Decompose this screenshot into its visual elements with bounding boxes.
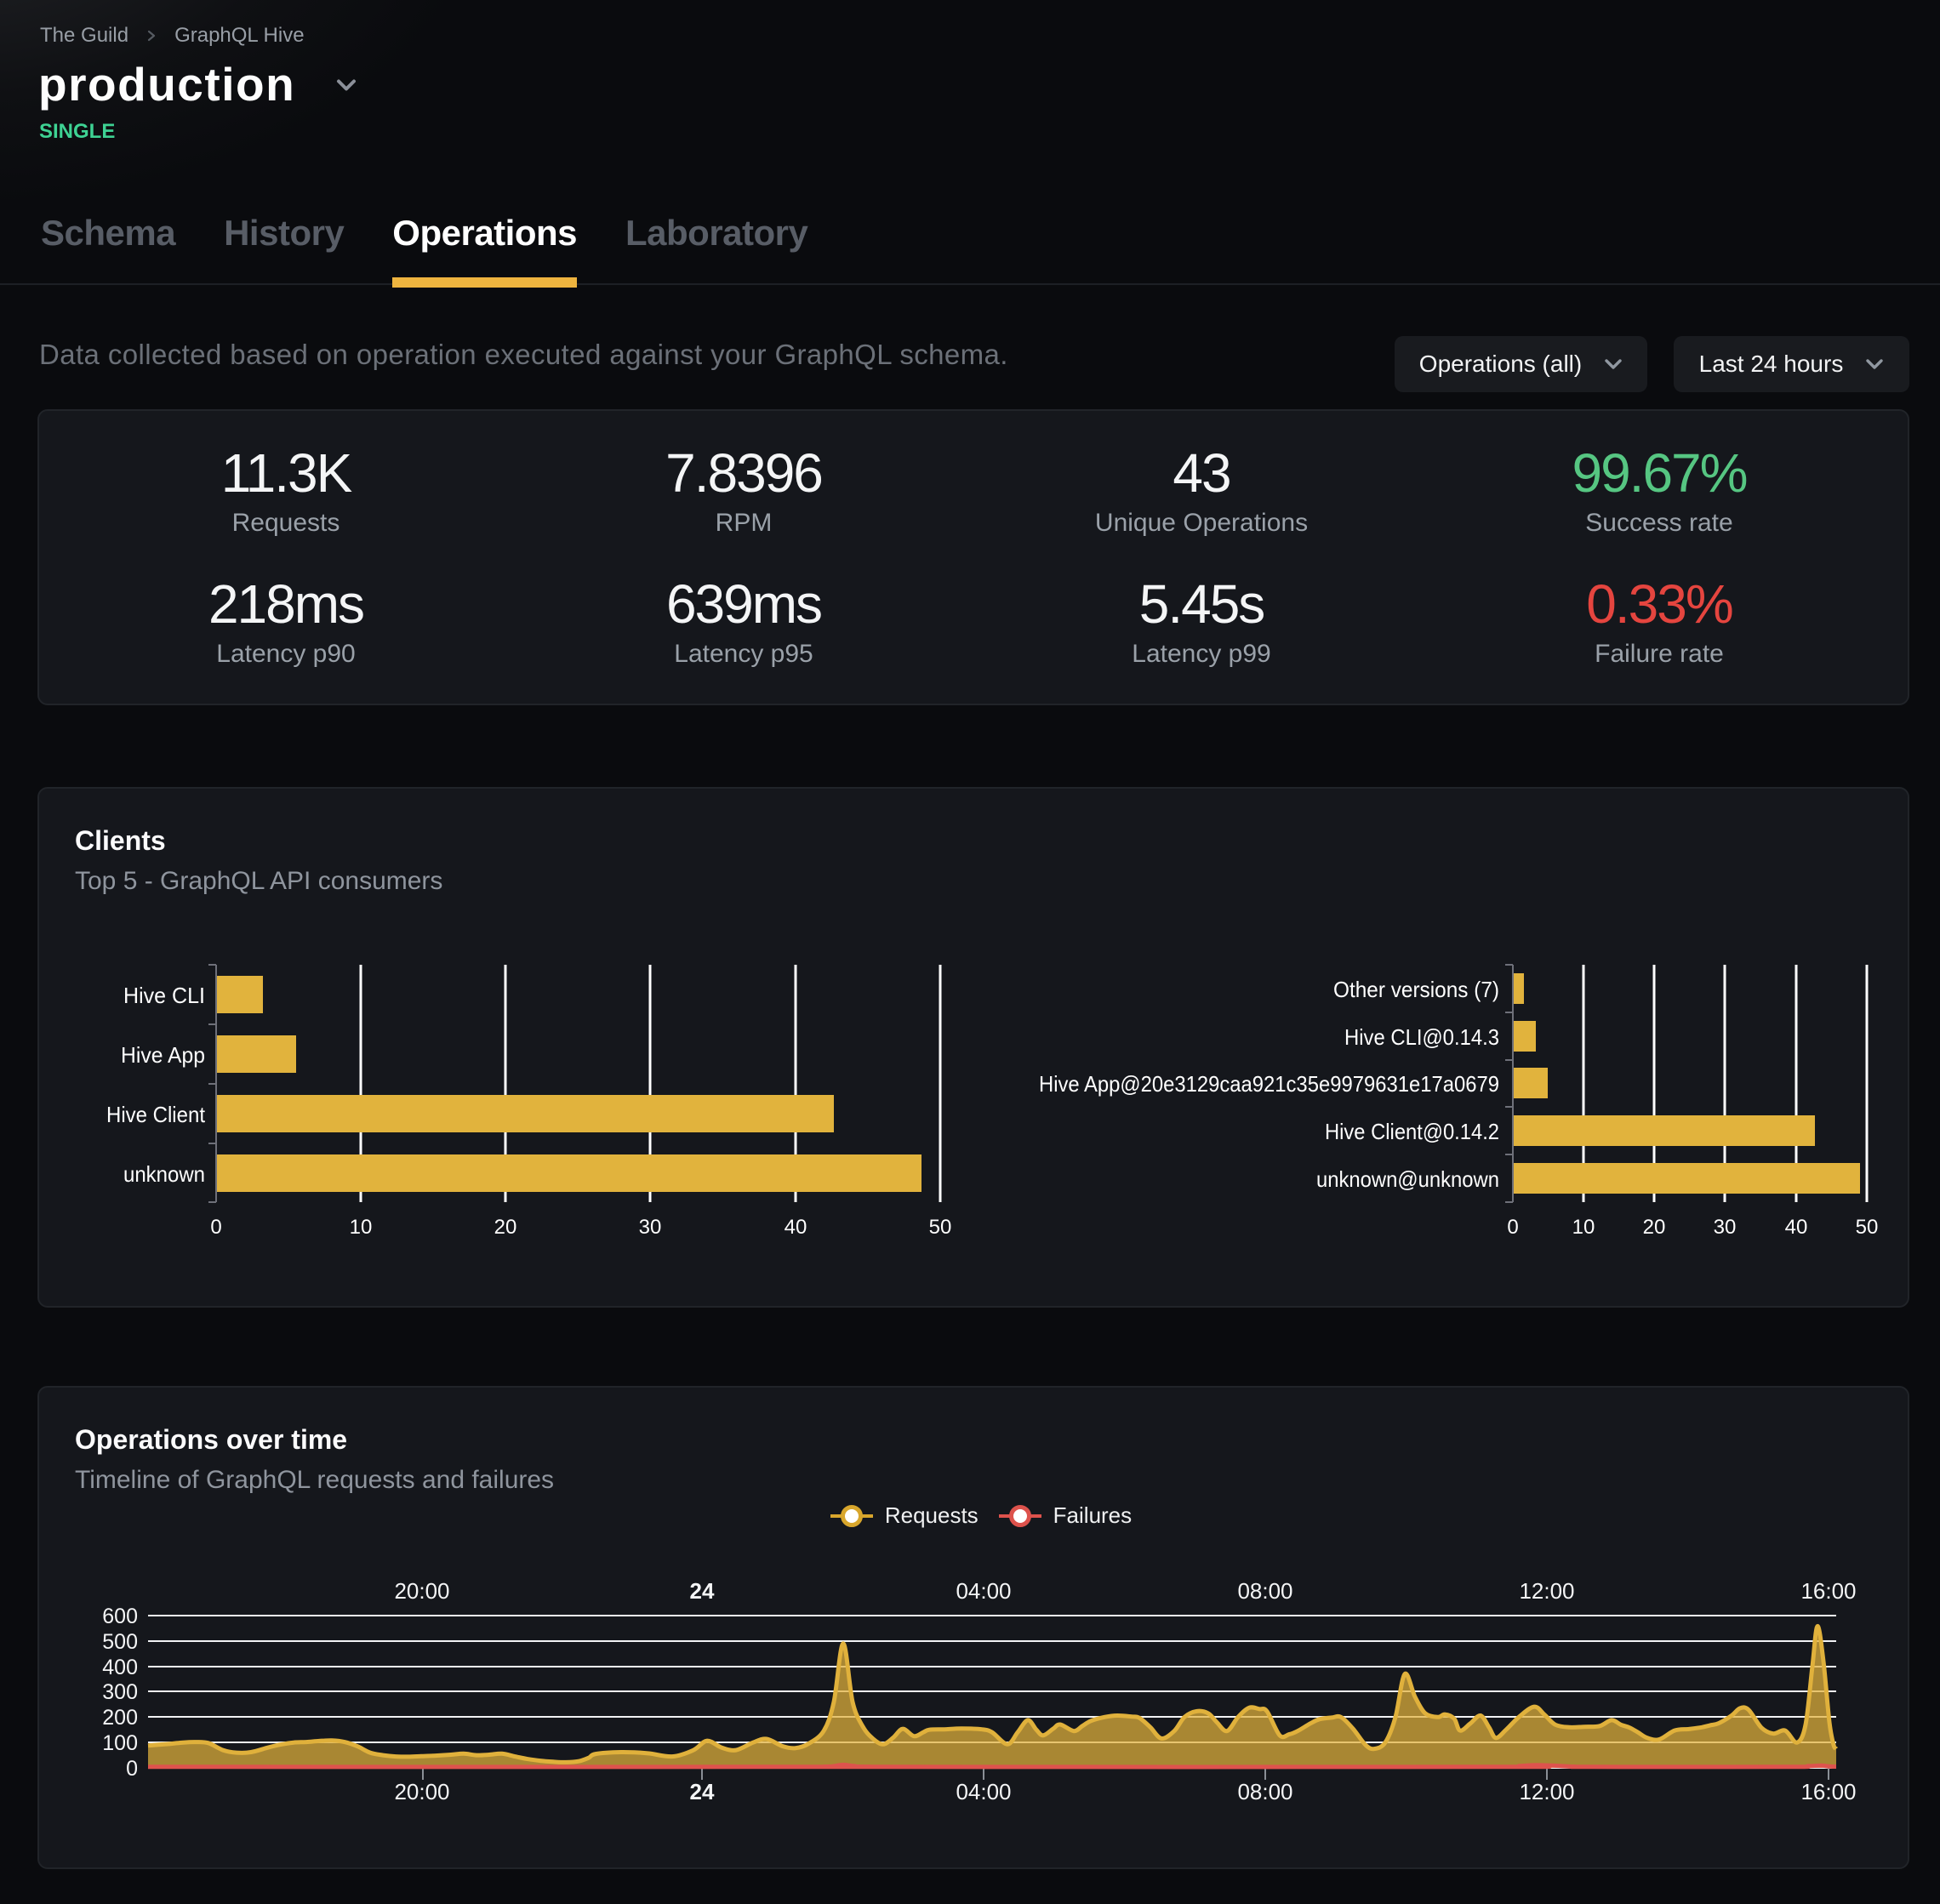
svg-text:20: 20 [1643, 1216, 1666, 1239]
svg-text:600: 600 [102, 1605, 138, 1628]
svg-text:200: 200 [102, 1706, 138, 1730]
svg-text:20:00: 20:00 [394, 1578, 449, 1604]
svg-text:24: 24 [690, 1779, 715, 1804]
svg-text:Other versions (7): Other versions (7) [1333, 977, 1499, 1002]
svg-text:30: 30 [639, 1216, 662, 1239]
svg-text:50: 50 [1856, 1216, 1879, 1239]
svg-text:16:00: 16:00 [1800, 1779, 1856, 1804]
svg-text:30: 30 [1714, 1216, 1737, 1239]
svg-text:12:00: 12:00 [1519, 1779, 1574, 1804]
svg-text:0: 0 [210, 1216, 221, 1239]
svg-text:Hive Client: Hive Client [106, 1102, 206, 1127]
svg-text:40: 40 [785, 1216, 807, 1239]
svg-text:0: 0 [1507, 1216, 1518, 1239]
svg-text:unknown: unknown [123, 1161, 205, 1187]
svg-text:04:00: 04:00 [956, 1578, 1011, 1604]
svg-text:50: 50 [929, 1216, 952, 1239]
svg-text:24: 24 [690, 1578, 715, 1604]
svg-text:10: 10 [350, 1216, 373, 1239]
svg-text:Hive CLI: Hive CLI [123, 983, 205, 1008]
svg-text:08:00: 08:00 [1237, 1779, 1292, 1804]
svg-text:Hive App: Hive App [121, 1042, 205, 1068]
svg-text:400: 400 [102, 1656, 138, 1679]
svg-text:40: 40 [1785, 1216, 1808, 1239]
svg-text:Hive Client@0.14.2: Hive Client@0.14.2 [1325, 1119, 1499, 1144]
svg-text:500: 500 [102, 1630, 138, 1654]
svg-text:Hive App@20e3129caa921c35e9979: Hive App@20e3129caa921c35e9979631e17a067… [1039, 1071, 1499, 1097]
svg-text:0: 0 [126, 1757, 138, 1781]
svg-text:08:00: 08:00 [1237, 1578, 1292, 1604]
svg-text:unknown@unknown: unknown@unknown [1316, 1166, 1499, 1192]
svg-text:16:00: 16:00 [1800, 1578, 1856, 1604]
svg-text:20: 20 [494, 1216, 517, 1239]
svg-text:10: 10 [1572, 1216, 1595, 1239]
svg-text:100: 100 [102, 1731, 138, 1755]
svg-text:20:00: 20:00 [394, 1779, 449, 1804]
svg-text:04:00: 04:00 [956, 1779, 1011, 1804]
svg-text:12:00: 12:00 [1519, 1578, 1574, 1604]
svg-text:300: 300 [102, 1680, 138, 1704]
svg-text:Hive CLI@0.14.3: Hive CLI@0.14.3 [1344, 1024, 1499, 1050]
